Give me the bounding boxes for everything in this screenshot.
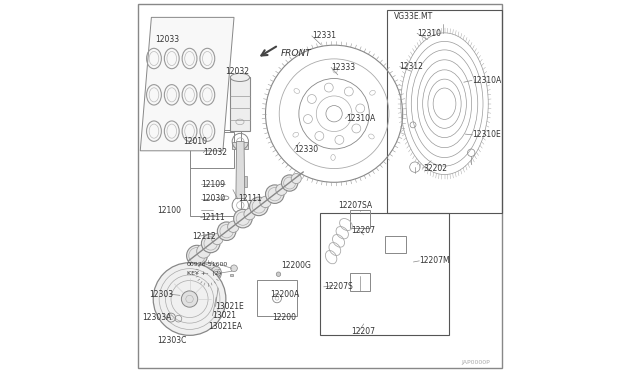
Text: 12207SA: 12207SA	[338, 201, 372, 210]
Text: 12010: 12010	[183, 137, 207, 146]
Text: 32202: 32202	[423, 164, 447, 173]
Bar	[387, 10, 502, 213]
Circle shape	[250, 197, 268, 216]
Circle shape	[266, 185, 284, 203]
Circle shape	[228, 221, 239, 232]
Text: 12207S: 12207S	[324, 282, 353, 291]
Text: 12310A: 12310A	[472, 76, 501, 85]
Circle shape	[276, 272, 281, 276]
Text: 00926-51600: 00926-51600	[187, 262, 228, 267]
Text: 12330: 12330	[294, 145, 318, 154]
Circle shape	[234, 209, 252, 228]
Circle shape	[196, 244, 211, 258]
Text: 12200: 12200	[272, 313, 296, 322]
Text: 12200A: 12200A	[270, 290, 300, 299]
Text: 12333: 12333	[331, 63, 355, 72]
Polygon shape	[140, 17, 234, 151]
Text: FRONT: FRONT	[281, 49, 312, 58]
Circle shape	[212, 233, 223, 245]
Text: 12303: 12303	[148, 290, 173, 299]
Circle shape	[260, 196, 271, 208]
Text: 12032: 12032	[204, 148, 227, 157]
Text: JAP0000P: JAP0000P	[461, 360, 490, 365]
Text: 12207M: 12207M	[419, 256, 450, 265]
Polygon shape	[236, 141, 244, 199]
Circle shape	[218, 222, 236, 240]
Text: 12303C: 12303C	[157, 336, 186, 346]
Text: 13021: 13021	[212, 311, 237, 320]
Circle shape	[202, 234, 220, 253]
Text: 12331: 12331	[312, 31, 336, 41]
Circle shape	[230, 265, 237, 272]
Text: 12310A: 12310A	[346, 114, 375, 123]
Text: 12200G: 12200G	[281, 261, 311, 270]
Text: 12033: 12033	[155, 35, 179, 44]
Bar	[244, 176, 247, 187]
Text: 12310: 12310	[417, 29, 441, 38]
Text: 12312: 12312	[400, 62, 424, 71]
Text: 12032: 12032	[225, 67, 250, 76]
Bar	[320, 214, 449, 335]
Text: 12111: 12111	[202, 213, 225, 222]
Bar	[189, 131, 241, 217]
Text: 12111: 12111	[239, 195, 262, 203]
Circle shape	[276, 184, 287, 195]
Circle shape	[282, 175, 298, 191]
Bar	[349, 273, 370, 291]
Text: KEY +-  (2): KEY +- (2)	[187, 270, 221, 276]
Bar	[230, 274, 233, 276]
Text: 12100: 12100	[157, 206, 181, 215]
Circle shape	[198, 263, 218, 283]
Bar	[349, 211, 370, 228]
Text: 13021E: 13021E	[216, 302, 244, 311]
Text: 13021EA: 13021EA	[208, 322, 242, 331]
Bar	[230, 77, 250, 131]
Text: 12303A: 12303A	[142, 313, 172, 322]
Ellipse shape	[230, 73, 250, 81]
Text: 12310E: 12310E	[473, 130, 502, 140]
Text: 12030: 12030	[202, 195, 225, 203]
Ellipse shape	[211, 266, 221, 280]
Circle shape	[181, 291, 198, 307]
Circle shape	[187, 245, 207, 266]
Text: VG33E.MT: VG33E.MT	[394, 12, 433, 21]
Bar	[385, 235, 406, 253]
Text: 12112: 12112	[192, 231, 216, 241]
Text: 12207: 12207	[351, 226, 376, 235]
Text: 12109: 12109	[202, 180, 225, 189]
Bar	[190, 132, 234, 168]
Bar	[232, 141, 248, 149]
Text: 12207: 12207	[351, 327, 376, 336]
Circle shape	[153, 263, 226, 335]
Bar	[257, 280, 297, 317]
Circle shape	[291, 174, 301, 184]
Circle shape	[244, 208, 255, 220]
